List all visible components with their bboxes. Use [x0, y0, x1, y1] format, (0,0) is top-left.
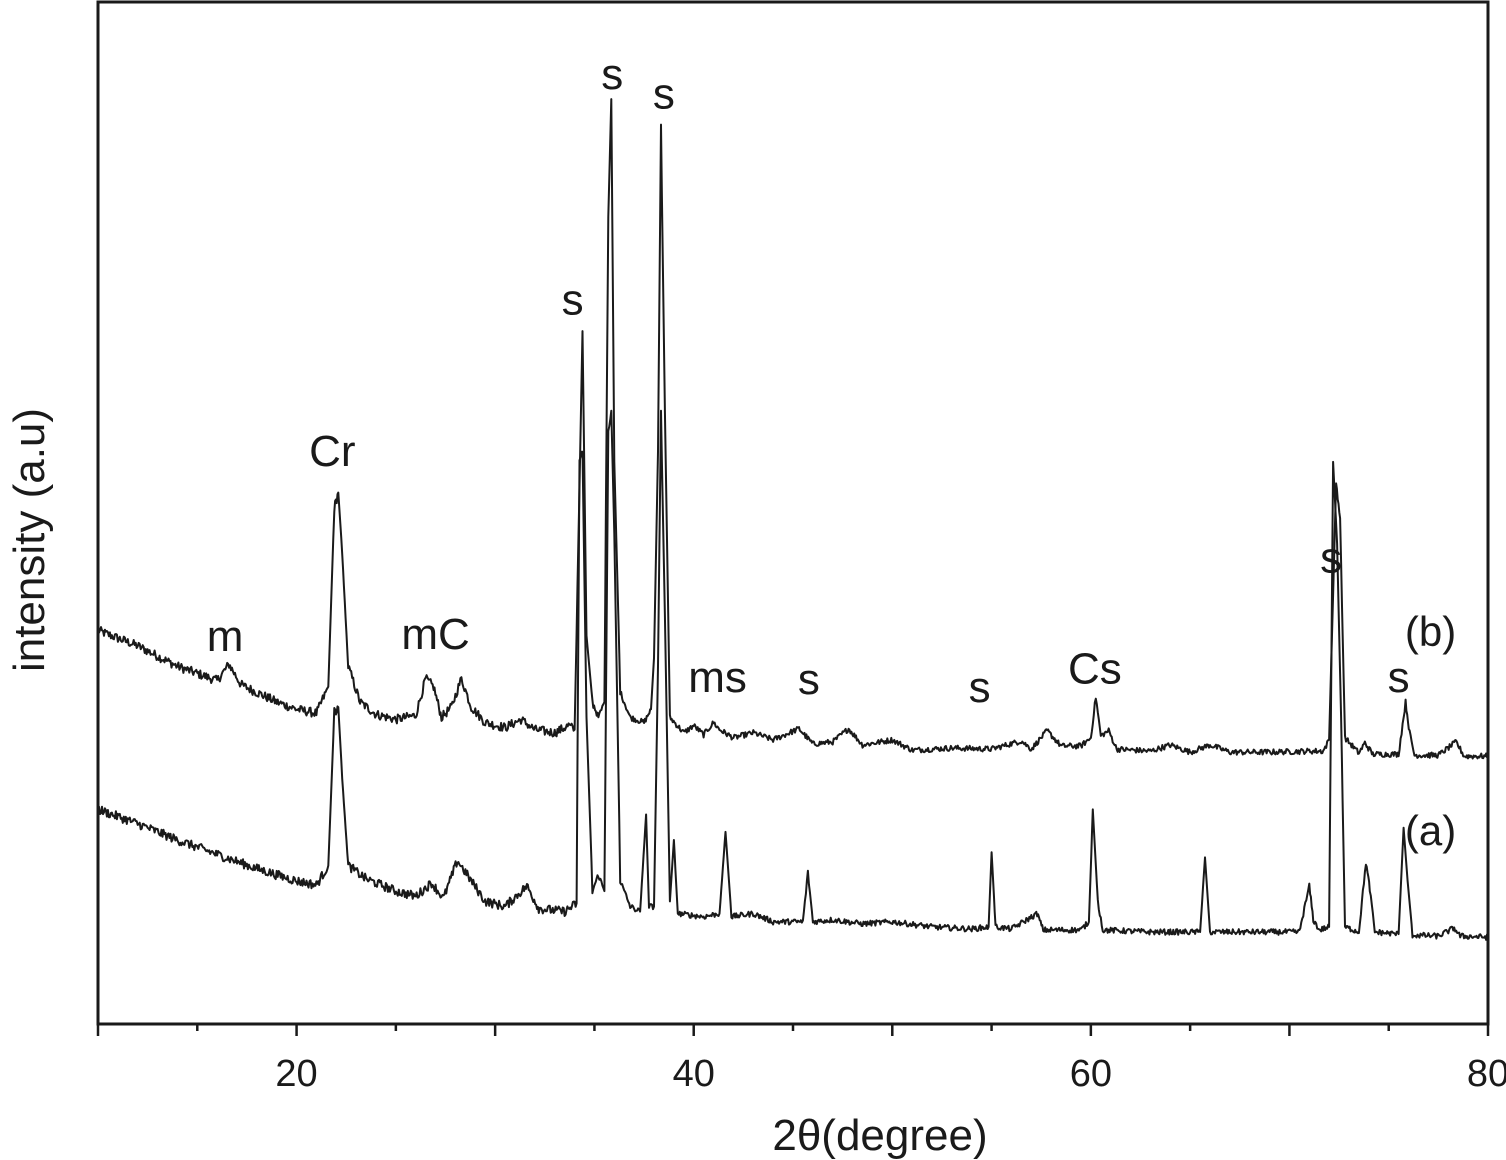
peak-label: s	[562, 276, 584, 325]
series-line-b	[97, 98, 1489, 760]
x-tick-label: 40	[673, 1053, 715, 1095]
peak-label: s	[798, 655, 820, 704]
peak-label: s	[601, 50, 623, 99]
series-lines	[97, 98, 1489, 941]
peak-label: s	[1320, 533, 1342, 582]
x-tick-label: 80	[1467, 1053, 1506, 1095]
x-axis-tick-labels: 20 40 60 80	[275, 1053, 1506, 1095]
series-labels: (b) (a)	[1405, 608, 1456, 854]
peak-label: mC	[401, 610, 469, 659]
peak-label: m	[207, 612, 244, 661]
peak-label: s	[969, 663, 991, 712]
x-tick-label: 20	[275, 1053, 317, 1095]
plot-frame	[96, 0, 1490, 1026]
peak-label: Cs	[1068, 645, 1122, 694]
peak-label: s	[1388, 653, 1410, 702]
peak-label: ms	[688, 653, 747, 702]
peak-label: s	[653, 69, 675, 118]
x-axis-ticks	[96, 1024, 1490, 1036]
y-axis-title: intensity (a.u)	[5, 408, 54, 672]
peak-label: Cr	[309, 427, 355, 476]
series-line-a	[97, 409, 1489, 941]
x-tick-label: 60	[1070, 1053, 1112, 1095]
x-axis-title: 2θ(degree)	[772, 1111, 987, 1160]
series-label: (b)	[1405, 608, 1456, 655]
series-label: (a)	[1405, 807, 1456, 854]
